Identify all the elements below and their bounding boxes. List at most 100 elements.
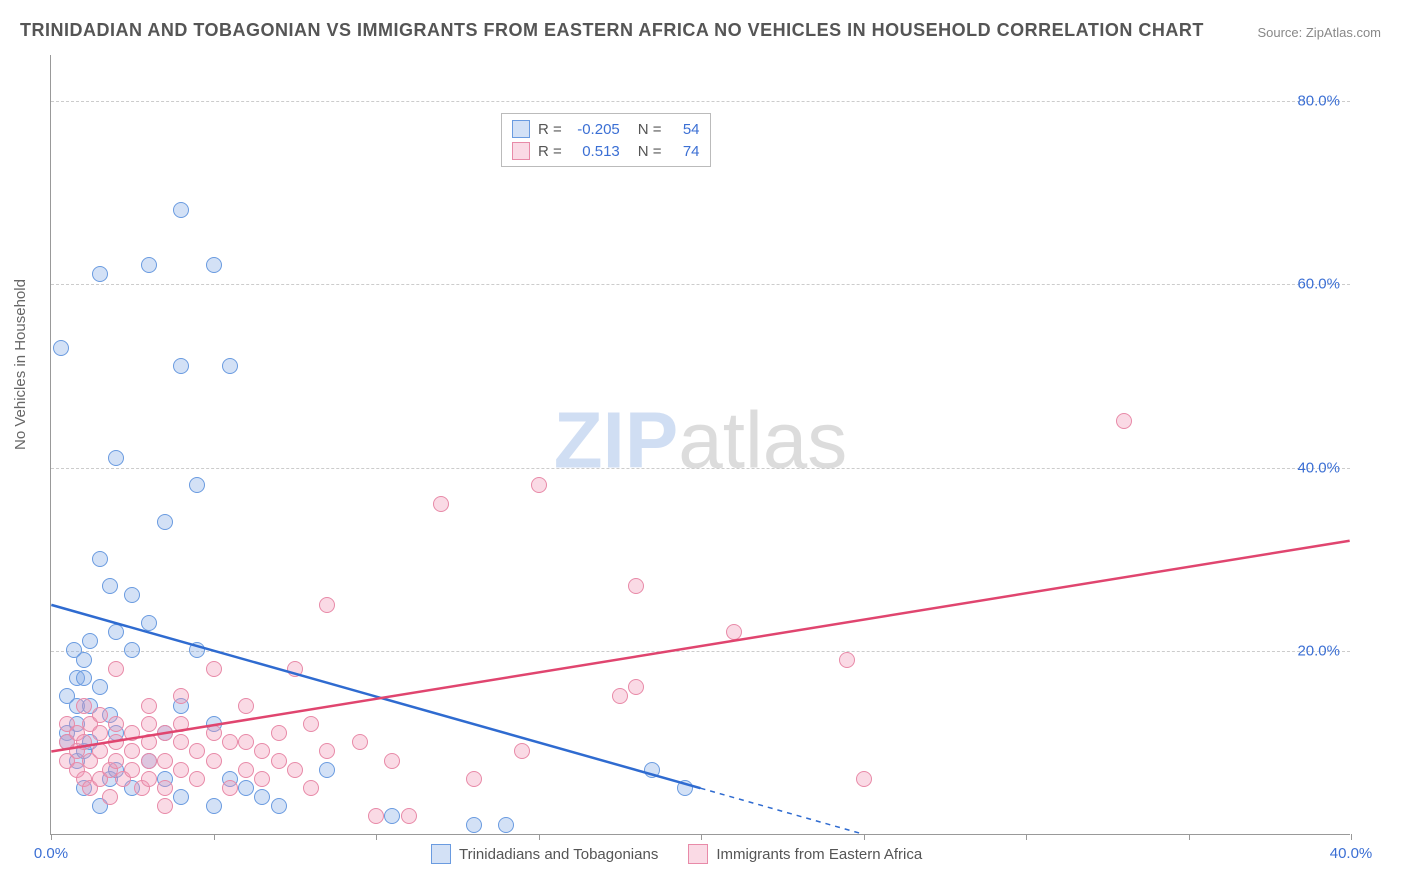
y-axis-label: No Vehicles in Household — [12, 279, 29, 450]
data-point — [141, 716, 157, 732]
stat-n-value: 54 — [670, 121, 700, 138]
data-point — [384, 808, 400, 824]
data-point — [92, 679, 108, 695]
data-point — [839, 652, 855, 668]
x-tick — [864, 834, 865, 840]
data-point — [76, 698, 92, 714]
data-point — [319, 743, 335, 759]
x-tick — [376, 834, 377, 840]
x-tick-label: 40.0% — [1330, 845, 1373, 862]
source-attribution: Source: ZipAtlas.com — [1257, 25, 1381, 40]
legend-swatch — [512, 120, 530, 138]
gridline — [51, 651, 1350, 652]
data-point — [206, 798, 222, 814]
data-point — [124, 743, 140, 759]
x-tick — [701, 834, 702, 840]
data-point — [287, 762, 303, 778]
data-point — [189, 477, 205, 493]
series-name: Trinidadians and Tobagonians — [459, 846, 658, 863]
series-legend: Trinidadians and Tobagonians Immigrants f… — [431, 844, 922, 864]
data-point — [254, 771, 270, 787]
stats-legend: R =-0.205N =54R =0.513N =74 — [501, 113, 711, 167]
data-point — [92, 551, 108, 567]
stats-legend-row: R =-0.205N =54 — [512, 118, 700, 140]
data-point — [82, 633, 98, 649]
data-point — [271, 753, 287, 769]
legend-swatch — [688, 844, 708, 864]
data-point — [189, 771, 205, 787]
data-point — [108, 624, 124, 640]
data-point — [319, 597, 335, 613]
data-point — [303, 780, 319, 796]
data-point — [498, 817, 514, 833]
data-point — [206, 257, 222, 273]
data-point — [157, 780, 173, 796]
data-point — [141, 734, 157, 750]
data-point — [401, 808, 417, 824]
data-point — [76, 652, 92, 668]
data-point — [124, 762, 140, 778]
x-tick-label: 0.0% — [34, 845, 68, 862]
data-point — [206, 725, 222, 741]
data-point — [254, 789, 270, 805]
stat-r-label: R = — [538, 143, 562, 160]
data-point — [319, 762, 335, 778]
data-point — [173, 734, 189, 750]
data-point — [141, 771, 157, 787]
gridline — [51, 468, 1350, 469]
stat-r-label: R = — [538, 121, 562, 138]
data-point — [271, 798, 287, 814]
data-point — [173, 762, 189, 778]
data-point — [1116, 413, 1132, 429]
data-point — [433, 496, 449, 512]
data-point — [102, 578, 118, 594]
data-point — [238, 734, 254, 750]
data-point — [222, 734, 238, 750]
data-point — [53, 340, 69, 356]
data-point — [271, 725, 287, 741]
data-point — [76, 670, 92, 686]
data-point — [287, 661, 303, 677]
y-tick-label: 80.0% — [1297, 92, 1340, 109]
data-point — [368, 808, 384, 824]
data-point — [384, 753, 400, 769]
data-point — [238, 698, 254, 714]
data-point — [76, 734, 92, 750]
gridline — [51, 101, 1350, 102]
watermark-atlas: atlas — [678, 395, 847, 484]
data-point — [238, 762, 254, 778]
y-tick-label: 20.0% — [1297, 643, 1340, 660]
data-point — [108, 661, 124, 677]
data-point — [726, 624, 742, 640]
data-point — [222, 358, 238, 374]
data-point — [108, 450, 124, 466]
data-point — [108, 753, 124, 769]
data-point — [206, 753, 222, 769]
data-point — [124, 642, 140, 658]
data-point — [466, 771, 482, 787]
data-point — [124, 725, 140, 741]
data-point — [206, 661, 222, 677]
data-point — [254, 743, 270, 759]
data-point — [141, 257, 157, 273]
series-legend-item: Trinidadians and Tobagonians — [431, 844, 658, 864]
data-point — [677, 780, 693, 796]
x-tick — [51, 834, 52, 840]
data-point — [108, 734, 124, 750]
stat-r-value: -0.205 — [570, 121, 620, 138]
plot-area: ZIPatlas 20.0%40.0%60.0%80.0% 0.0%40.0% … — [50, 55, 1350, 835]
data-point — [644, 762, 660, 778]
data-point — [141, 615, 157, 631]
data-point — [108, 716, 124, 732]
data-point — [124, 587, 140, 603]
data-point — [92, 743, 108, 759]
x-tick — [1026, 834, 1027, 840]
series-legend-item: Immigrants from Eastern Africa — [688, 844, 922, 864]
x-tick — [214, 834, 215, 840]
stat-n-value: 74 — [670, 143, 700, 160]
data-point — [628, 679, 644, 695]
y-tick-label: 60.0% — [1297, 276, 1340, 293]
data-point — [303, 716, 319, 732]
data-point — [173, 202, 189, 218]
x-tick — [1351, 834, 1352, 840]
